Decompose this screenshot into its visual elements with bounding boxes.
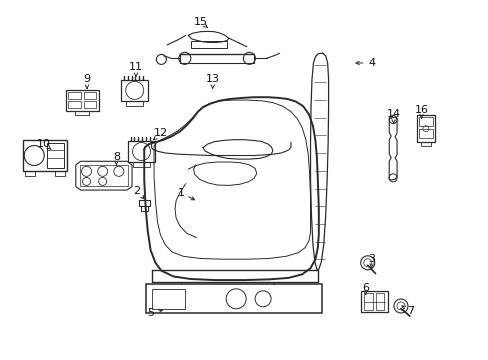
Text: 13: 13 [205, 74, 219, 84]
Bar [80, 165, 128, 186]
Text: 9: 9 [83, 74, 90, 84]
Bar [83, 92, 96, 99]
Text: 1: 1 [177, 188, 184, 198]
Bar [68, 101, 81, 108]
Bar [416, 115, 434, 142]
Text: 7: 7 [407, 306, 413, 316]
Bar [151, 289, 184, 309]
Text: 2: 2 [133, 186, 140, 196]
Bar [139, 200, 150, 206]
Bar [360, 291, 387, 312]
Bar [75, 111, 89, 115]
Bar [420, 142, 430, 146]
Text: 14: 14 [386, 109, 400, 120]
Text: 15: 15 [193, 17, 207, 27]
Bar [128, 141, 155, 162]
Bar [133, 162, 150, 167]
Bar [47, 143, 63, 168]
Bar [23, 140, 66, 171]
Text: 5: 5 [147, 308, 154, 318]
Bar [126, 101, 143, 106]
Text: 16: 16 [414, 105, 427, 115]
Text: 11: 11 [129, 62, 142, 72]
Bar [66, 90, 99, 111]
Bar [418, 117, 432, 126]
Text: 4: 4 [367, 58, 374, 68]
Text: 3: 3 [367, 254, 374, 264]
Bar [375, 293, 384, 310]
Bar [68, 92, 81, 99]
Text: 6: 6 [362, 283, 368, 293]
Bar [121, 80, 148, 101]
Bar [83, 101, 96, 108]
Text: 12: 12 [154, 128, 168, 138]
Bar [145, 284, 321, 313]
Bar [25, 171, 35, 176]
Bar [418, 129, 432, 138]
Text: 8: 8 [113, 152, 120, 162]
Bar [363, 293, 372, 310]
Bar [55, 171, 64, 176]
Text: 10: 10 [37, 139, 51, 149]
Bar [190, 41, 227, 48]
